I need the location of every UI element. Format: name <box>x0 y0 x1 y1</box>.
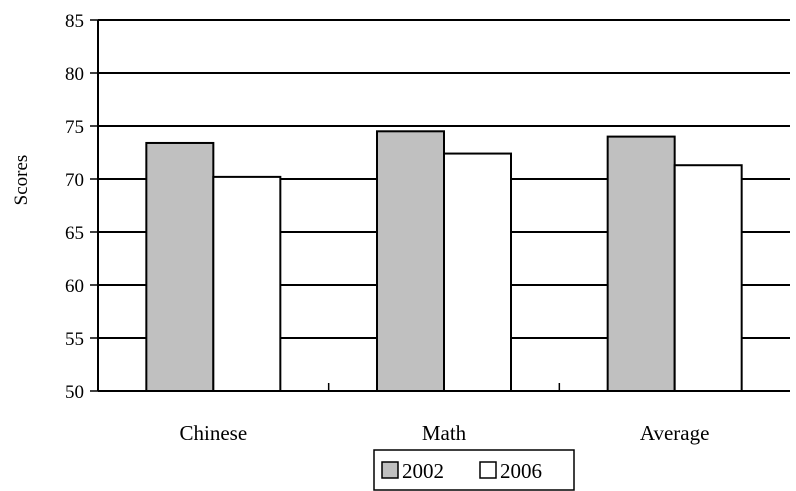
category-label: Chinese <box>180 421 248 445</box>
bar-2006-average <box>673 164 743 392</box>
legend: 2002 2006 <box>373 449 575 491</box>
category-labels: Chinese Math Average <box>180 421 710 445</box>
bar-2002-average <box>606 135 676 392</box>
y-tick-label: 75 <box>65 117 84 138</box>
legend-label: 2002 <box>402 459 444 483</box>
legend-swatch-2002 <box>381 461 399 479</box>
y-tick-label: 70 <box>65 170 84 191</box>
category-label: Average <box>640 421 710 445</box>
legend-label: 2006 <box>500 459 542 483</box>
bar-2006-math <box>443 152 512 392</box>
legend-swatch-2006 <box>479 461 497 479</box>
bar-2002-math <box>376 130 445 393</box>
bars <box>145 130 743 393</box>
legend-box <box>373 449 575 491</box>
y-tick-label: 55 <box>65 329 84 350</box>
bar-2002-chinese <box>145 141 215 392</box>
y-tick-label: 60 <box>65 276 84 297</box>
bar-2006-chinese <box>212 175 282 392</box>
y-tick-label: 85 <box>65 11 84 32</box>
category-label: Math <box>422 421 467 445</box>
y-axis-title: Scores <box>11 155 32 206</box>
y-tick-labels: 50 55 60 65 70 75 80 85 <box>65 11 84 403</box>
y-tick-label: 50 <box>65 382 84 403</box>
y-tick-label: 65 <box>65 223 84 244</box>
y-tick-label: 80 <box>65 64 84 85</box>
axes <box>90 19 790 392</box>
